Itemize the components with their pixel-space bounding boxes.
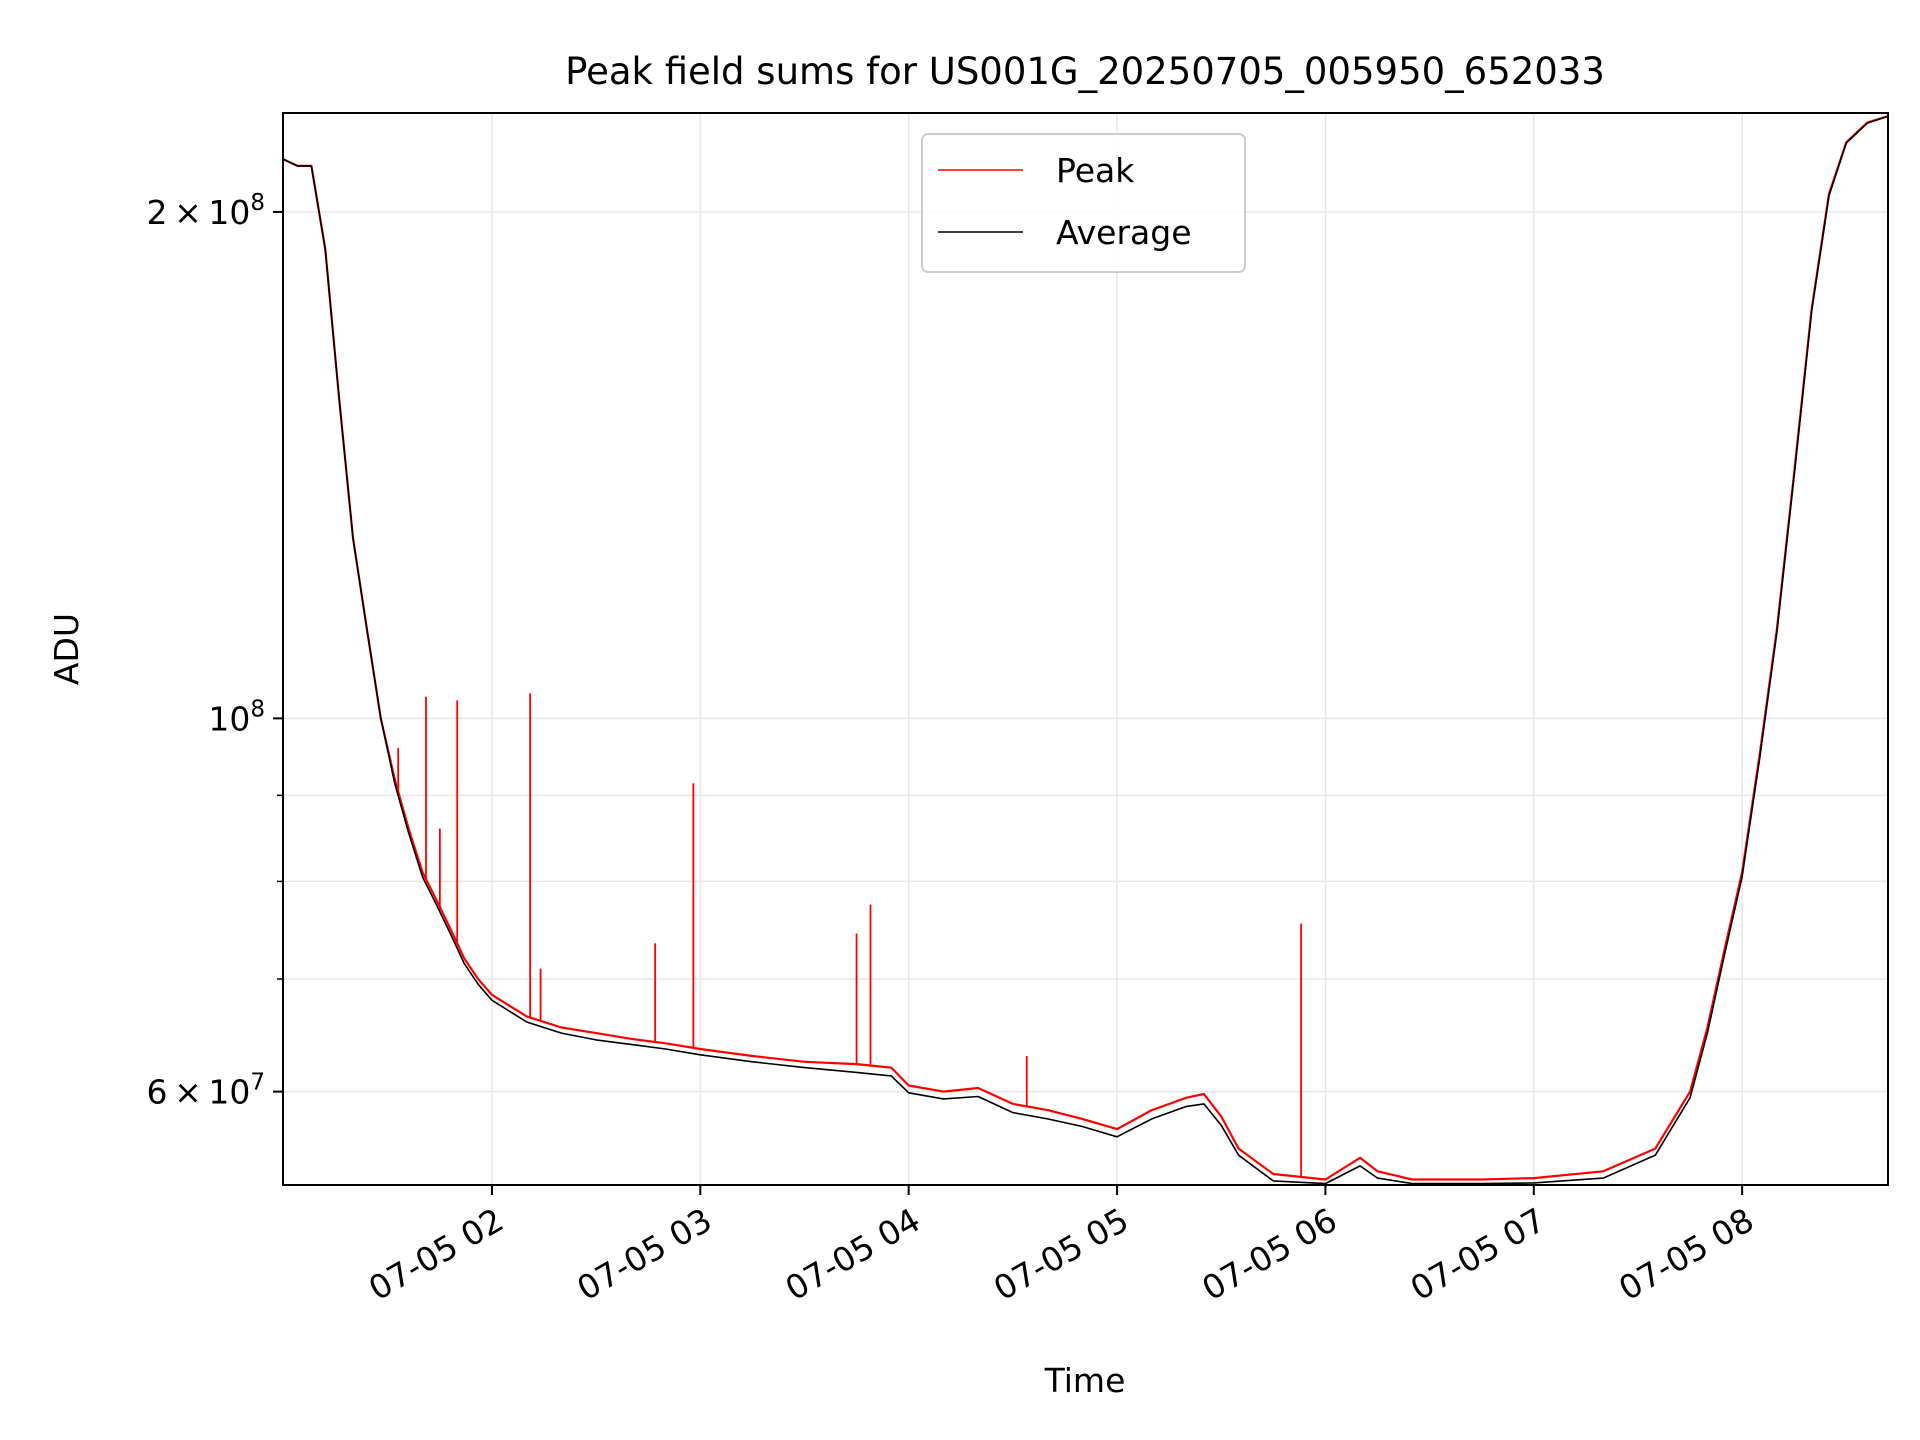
plot-area-frame xyxy=(282,112,1889,1186)
y-tick-label: 6 × 107 xyxy=(147,1070,265,1112)
y-tick-label: 108 xyxy=(208,696,265,738)
series-lines xyxy=(282,115,1889,1185)
legend-label-average: Average xyxy=(1056,213,1192,252)
legend-box xyxy=(921,133,1246,273)
series-line-average xyxy=(282,115,1889,1185)
peak-spikes xyxy=(397,693,1303,1177)
legend-label-peak: Peak xyxy=(1056,151,1135,190)
y-axis-label: ADU xyxy=(47,613,86,685)
legend: Peak Average xyxy=(921,133,1246,273)
x-axis-label: Time xyxy=(1044,1361,1126,1400)
y-tick-label: 2 × 108 xyxy=(147,190,265,232)
series-line-peak xyxy=(282,115,1889,1181)
chart-title: Peak field sums for US001G_20250705_0059… xyxy=(565,50,1605,93)
